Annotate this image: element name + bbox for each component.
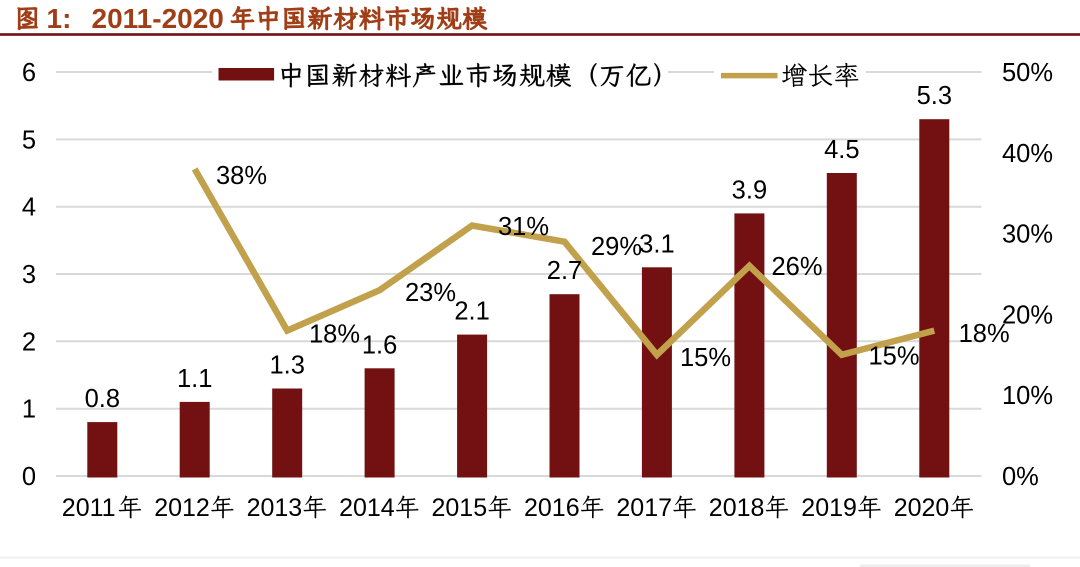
svg-text:1: 1	[22, 396, 36, 424]
svg-text:3: 3	[22, 261, 36, 289]
svg-text:30%: 30%	[1002, 221, 1053, 249]
svg-text:0: 0	[22, 463, 36, 491]
svg-text:3.9: 3.9	[732, 176, 767, 204]
svg-text:10%: 10%	[1002, 382, 1053, 410]
svg-text:29%: 29%	[591, 233, 642, 261]
svg-text:2.7: 2.7	[547, 257, 582, 285]
svg-text:4.5: 4.5	[824, 136, 859, 164]
svg-text:1.3: 1.3	[269, 352, 304, 380]
svg-text:40%: 40%	[1002, 140, 1053, 168]
svg-text:1.1: 1.1	[177, 365, 212, 393]
svg-text:1.6: 1.6	[362, 331, 397, 359]
svg-text:15%: 15%	[869, 343, 920, 371]
svg-text:5.3: 5.3	[917, 82, 952, 110]
svg-text:2019: 2019	[801, 494, 857, 522]
svg-text:5: 5	[22, 126, 36, 154]
svg-text:1:: 1:	[47, 3, 72, 34]
svg-text:2018: 2018	[709, 494, 765, 522]
svg-text:2012: 2012	[154, 494, 210, 522]
svg-text:2013: 2013	[247, 494, 303, 522]
svg-text:3.1: 3.1	[639, 230, 674, 258]
svg-text:2011: 2011	[62, 494, 116, 522]
svg-text:2017: 2017	[616, 494, 672, 522]
svg-text:15%: 15%	[680, 344, 731, 372]
svg-text:2015: 2015	[432, 494, 488, 522]
svg-text:20%: 20%	[1002, 301, 1053, 329]
svg-text:23%: 23%	[405, 279, 456, 307]
svg-text:26%: 26%	[772, 253, 823, 281]
svg-text:4: 4	[22, 194, 36, 222]
svg-text:0%: 0%	[1002, 463, 1039, 491]
svg-text:31%: 31%	[498, 213, 549, 241]
svg-text:2020: 2020	[894, 494, 950, 522]
svg-text:38%: 38%	[216, 162, 267, 190]
svg-text:50%: 50%	[1002, 59, 1053, 87]
svg-text:2: 2	[22, 328, 36, 356]
svg-text:18%: 18%	[959, 320, 1010, 348]
svg-text:2.1: 2.1	[454, 298, 489, 326]
svg-text:2014: 2014	[339, 494, 395, 522]
svg-text:2011-2020: 2011-2020	[92, 3, 224, 34]
svg-text:0.8: 0.8	[85, 385, 120, 413]
svg-text:18%: 18%	[309, 321, 360, 349]
svg-text:6: 6	[22, 59, 36, 87]
svg-text:2016: 2016	[524, 494, 580, 522]
